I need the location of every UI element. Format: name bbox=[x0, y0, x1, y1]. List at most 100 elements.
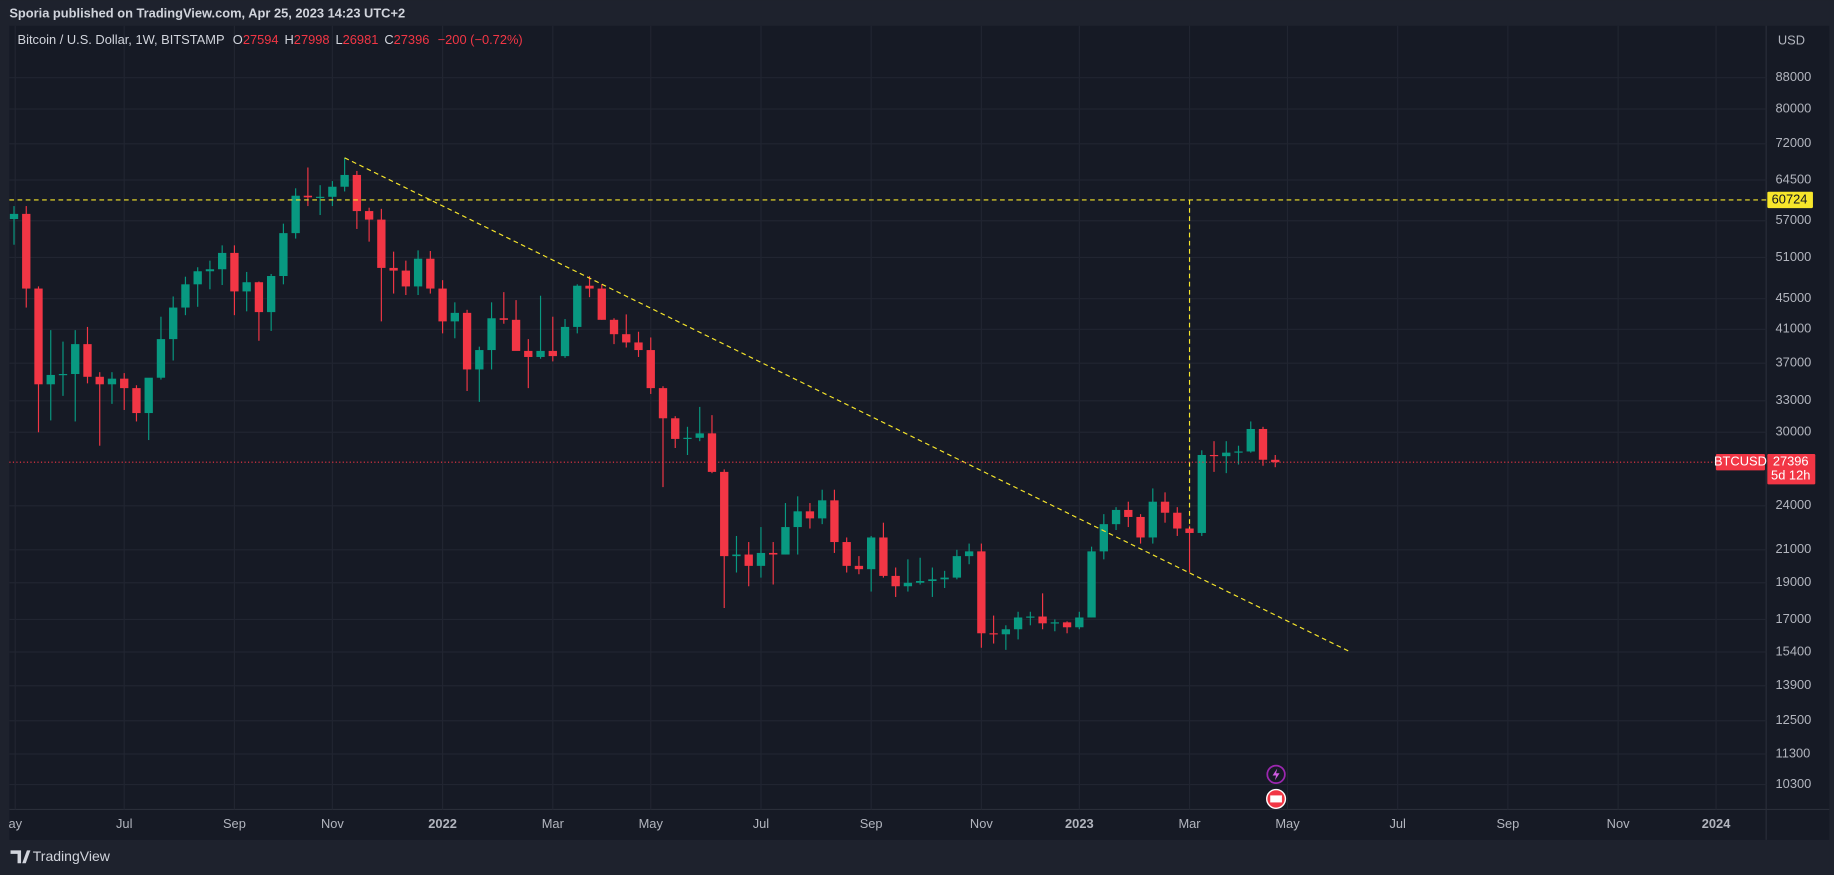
candle-body bbox=[695, 433, 704, 438]
candle-body bbox=[511, 319, 521, 351]
currency: USD bbox=[1778, 32, 1805, 47]
candle-body bbox=[720, 471, 729, 557]
y-tick-label: 11300 bbox=[1776, 745, 1811, 760]
legend-low: 26981 bbox=[343, 32, 379, 47]
legend: Bitcoin / U.S. Dollar, 1W, BITSTAMP O275… bbox=[18, 32, 523, 47]
candle-body bbox=[842, 542, 851, 566]
candle-body bbox=[107, 378, 117, 385]
y-tick-label: 41000 bbox=[1776, 321, 1812, 336]
candle-body bbox=[279, 233, 288, 277]
candle-body bbox=[634, 342, 643, 351]
x-tick-label: Nov bbox=[970, 816, 993, 831]
candle-body bbox=[915, 581, 925, 583]
candle-body bbox=[462, 312, 472, 370]
y-tick-label: 17000 bbox=[1776, 611, 1812, 626]
candle-body bbox=[95, 376, 104, 385]
candle-body bbox=[328, 186, 337, 197]
y-tick-label: 15400 bbox=[1776, 643, 1812, 658]
candle-body bbox=[315, 196, 325, 198]
legend-close: 27396 bbox=[394, 32, 430, 47]
y-tick-label: 12500 bbox=[1776, 712, 1812, 727]
x-tick-label: ay bbox=[8, 816, 22, 831]
candle-body bbox=[1234, 451, 1243, 453]
candle-body bbox=[426, 258, 435, 289]
candle-body bbox=[205, 269, 215, 272]
x-tick-label: Sep bbox=[223, 816, 246, 831]
candle-body bbox=[622, 334, 631, 343]
candle-body bbox=[1062, 622, 1072, 628]
candle-body bbox=[438, 288, 447, 322]
x-tick-label: Jul bbox=[753, 816, 769, 831]
x-tick-label: Sep bbox=[1496, 816, 1519, 831]
candle-body bbox=[952, 556, 962, 578]
candle-body bbox=[524, 350, 533, 357]
candle-body bbox=[658, 388, 668, 419]
footer-brand: TradingView bbox=[33, 848, 111, 864]
x-tick-label: Nov bbox=[321, 816, 344, 831]
x-tick-label: May bbox=[1275, 816, 1300, 831]
candle-body bbox=[1013, 617, 1023, 630]
candle-body bbox=[156, 339, 166, 378]
candle-body bbox=[548, 350, 557, 357]
footer-logo: TradingView bbox=[10, 848, 111, 864]
grid bbox=[9, 25, 1767, 810]
candle-body bbox=[303, 195, 313, 198]
candle-body bbox=[940, 577, 949, 580]
candle-body bbox=[242, 282, 251, 292]
candle-body bbox=[1271, 459, 1280, 463]
candle-body bbox=[854, 565, 864, 570]
y-tick-label: 21000 bbox=[1776, 541, 1812, 556]
y-tick-label: 24000 bbox=[1776, 497, 1812, 512]
candle-body bbox=[671, 418, 680, 439]
event-icons bbox=[1266, 764, 1287, 809]
level-price-label: 60724 bbox=[1772, 191, 1808, 206]
candle-body bbox=[22, 213, 31, 289]
candle-body bbox=[866, 537, 876, 570]
lightning bbox=[1272, 768, 1280, 781]
y-tick-label: 19000 bbox=[1776, 574, 1812, 589]
candle-body bbox=[1258, 428, 1268, 460]
candle-body bbox=[744, 554, 753, 566]
candle-body bbox=[879, 537, 888, 576]
legend-h: H bbox=[285, 32, 294, 47]
candle-body bbox=[120, 378, 129, 389]
candle-body bbox=[58, 374, 68, 376]
countdown-label: 5d 12h bbox=[1771, 468, 1810, 483]
candle-body bbox=[818, 500, 827, 519]
candle-body bbox=[964, 551, 974, 557]
candle-body bbox=[181, 284, 190, 308]
candle-body bbox=[1209, 454, 1219, 457]
candle-body bbox=[903, 582, 913, 587]
candle-body bbox=[989, 633, 998, 635]
candle-body bbox=[793, 511, 802, 528]
y-tick-label: 88000 bbox=[1776, 69, 1812, 84]
candle-body bbox=[536, 350, 545, 357]
x-tick-label: Mar bbox=[1178, 816, 1201, 831]
candle-body bbox=[132, 388, 141, 414]
candle-body bbox=[1075, 617, 1084, 628]
candle-body bbox=[805, 511, 815, 519]
candle-body bbox=[487, 318, 496, 351]
candle-body bbox=[781, 527, 790, 555]
legend-open: 27594 bbox=[243, 32, 279, 47]
x-tick-label: 2023 bbox=[1065, 816, 1094, 831]
candle-body bbox=[1222, 452, 1231, 457]
y-tick-label: 80000 bbox=[1776, 100, 1812, 115]
candle-body bbox=[218, 252, 227, 270]
y-tick-label: 57000 bbox=[1776, 212, 1812, 227]
candle-body bbox=[401, 270, 411, 287]
x-tick-label: May bbox=[639, 816, 664, 831]
event-icon[interactable] bbox=[1266, 764, 1286, 785]
y-tick-label: 37000 bbox=[1776, 355, 1812, 370]
candle-body bbox=[144, 377, 153, 414]
candle-body bbox=[1197, 454, 1206, 533]
candle-body bbox=[1173, 512, 1182, 529]
candle-body bbox=[732, 554, 741, 557]
candle-body bbox=[756, 552, 766, 566]
candle-body bbox=[830, 500, 839, 543]
candle-body bbox=[977, 551, 986, 634]
legend-c: C bbox=[384, 32, 393, 47]
y-tick-label: 51000 bbox=[1776, 249, 1812, 264]
candle-body bbox=[1026, 616, 1035, 618]
